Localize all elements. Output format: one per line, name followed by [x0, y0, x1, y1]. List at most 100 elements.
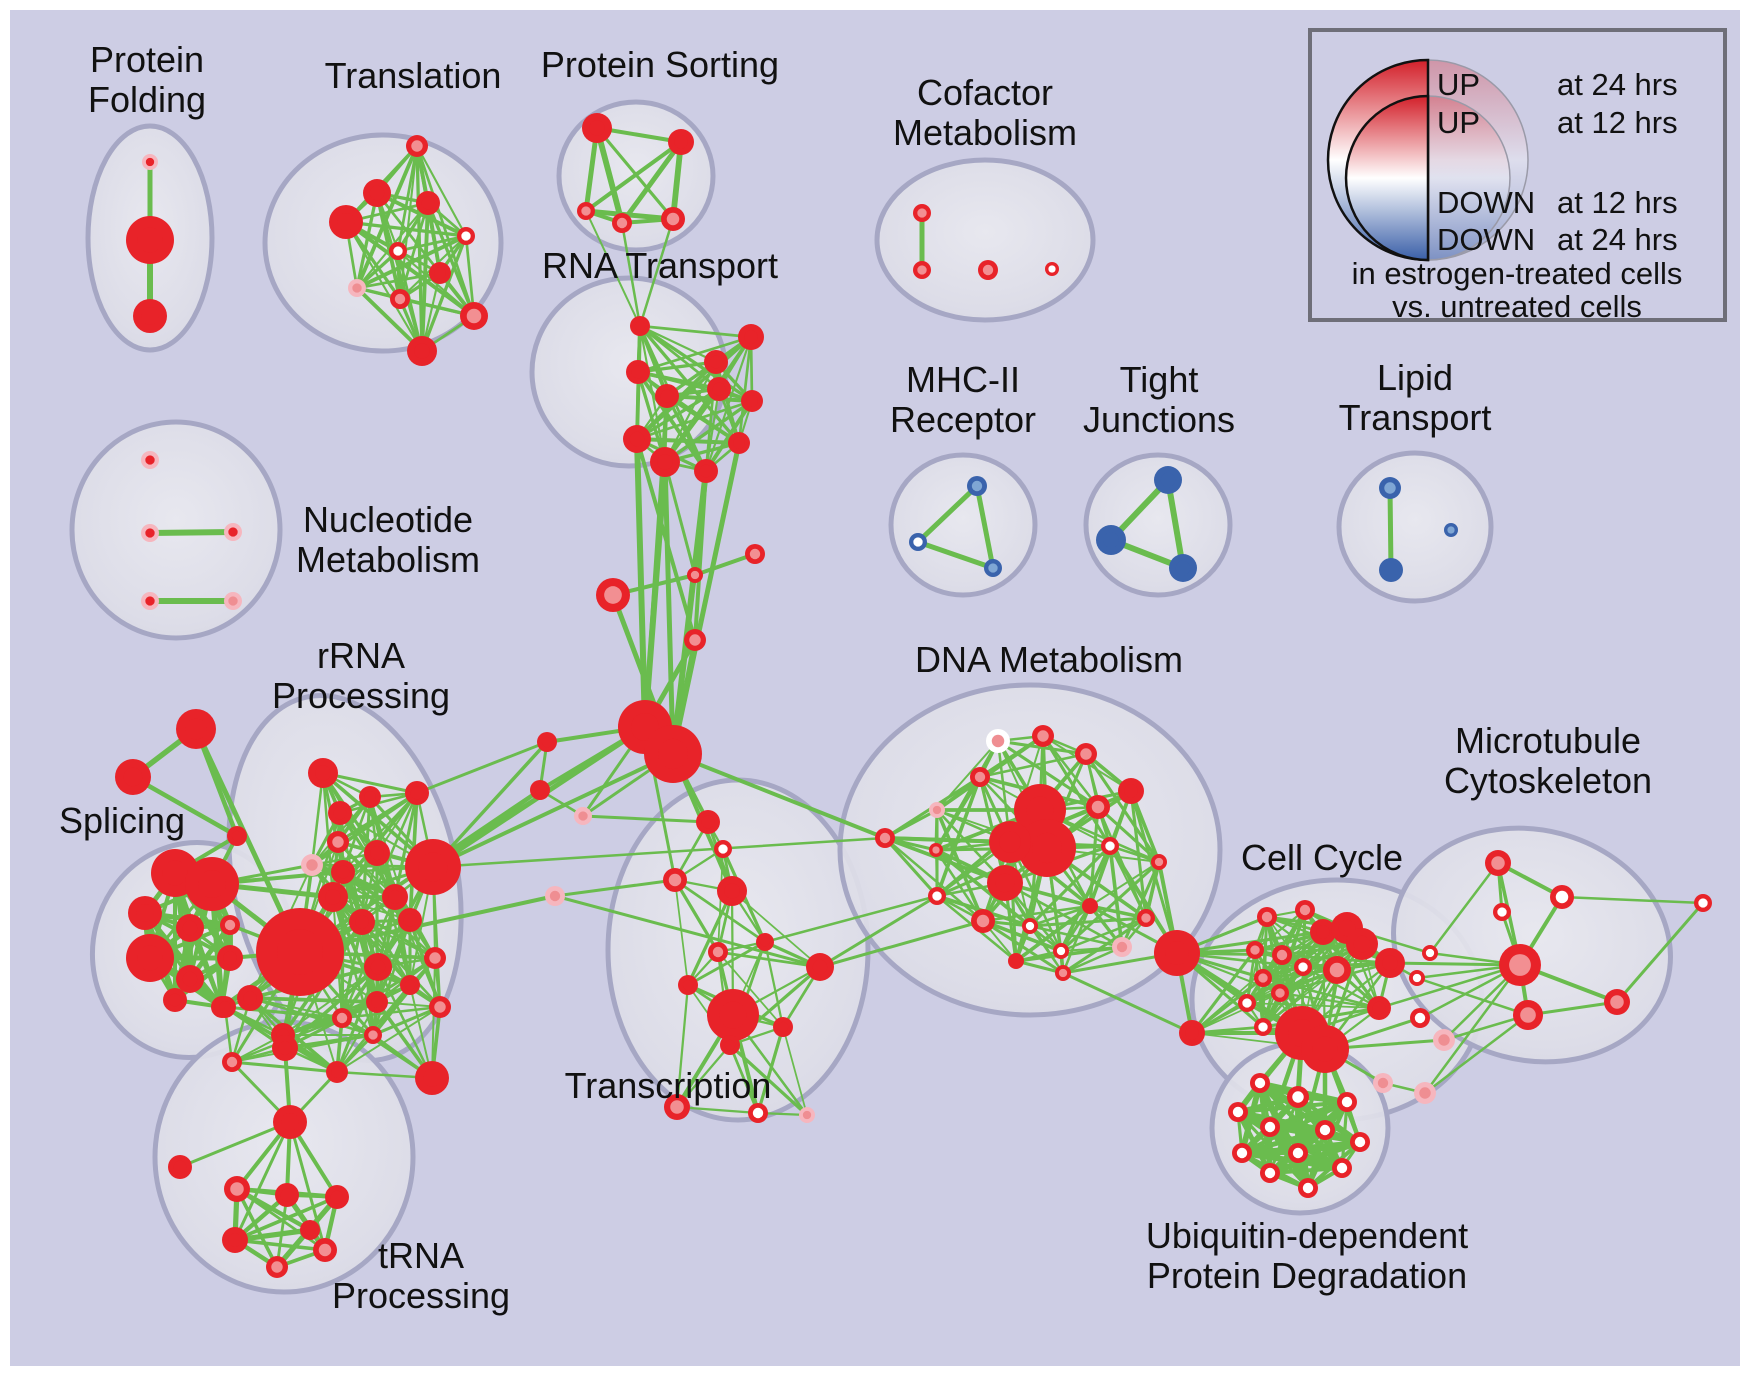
network-node — [745, 544, 765, 564]
network-node — [275, 1183, 299, 1207]
network-edge — [978, 752, 1088, 779]
network-edge — [1084, 752, 1161, 864]
cluster-label-microtubule-cytoskeleton: Cytoskeleton — [1444, 760, 1652, 801]
network-edge — [1014, 945, 1124, 963]
network-edge — [431, 836, 887, 869]
network-edge — [1061, 916, 1148, 975]
network-edge — [638, 324, 718, 364]
network-node — [329, 205, 363, 239]
network-edge — [671, 573, 697, 756]
network-edge — [130, 774, 240, 839]
network-node — [717, 876, 747, 906]
network-edge — [1041, 734, 1112, 848]
network-node — [1375, 948, 1405, 978]
network-node — [163, 988, 187, 1012]
network-node — [214, 996, 236, 1018]
network-edge — [818, 919, 985, 969]
network-edge — [686, 889, 734, 987]
network-edge — [1144, 860, 1161, 920]
network-edge — [636, 335, 753, 374]
cluster-label-trna-processing: tRNA — [378, 1235, 464, 1276]
network-edge — [231, 1034, 374, 1063]
network-edge — [728, 1043, 760, 1115]
network-edge — [883, 836, 1007, 885]
network-node — [661, 207, 685, 231]
network-edge — [355, 144, 419, 290]
network-node — [331, 860, 355, 884]
network-edge — [1014, 959, 1065, 975]
cluster-label-cofactor-metabolism: Metabolism — [893, 112, 1077, 153]
network-edge — [981, 919, 1063, 953]
network-node — [1350, 1132, 1370, 1152]
network-edge — [620, 221, 642, 328]
network-edge — [638, 324, 753, 339]
network-edge — [935, 775, 982, 898]
cluster-label-rna-transport: RNA Transport — [542, 245, 778, 286]
network-node — [696, 810, 720, 834]
network-node — [300, 1220, 320, 1240]
network-node — [1323, 956, 1351, 984]
network-node — [1254, 969, 1272, 987]
network-edge — [663, 387, 721, 464]
network-edge — [1261, 976, 1381, 1010]
network-node — [967, 476, 987, 496]
cluster-label-nucleotide-metabolism: Metabolism — [296, 539, 480, 580]
network-node — [142, 154, 158, 170]
network-edge — [818, 894, 939, 969]
network-edge — [763, 940, 785, 1029]
network-node — [349, 909, 375, 935]
network-node — [1260, 1117, 1280, 1137]
network-edge — [1377, 963, 1522, 1010]
legend-caption: in estrogen-treated cells — [1352, 256, 1683, 291]
network-node — [222, 1227, 248, 1253]
network-node — [266, 1256, 288, 1278]
network-edge — [671, 752, 887, 840]
network-node — [168, 1155, 192, 1179]
network-edge — [1423, 1013, 1530, 1095]
network-edge — [1246, 966, 1304, 1004]
network-node — [989, 821, 1031, 863]
network-edge — [1059, 844, 1112, 953]
network-edge — [663, 360, 718, 464]
network-node — [773, 1017, 793, 1037]
network-node — [806, 953, 834, 981]
network-node — [582, 113, 612, 143]
network-edge — [619, 139, 684, 226]
network-edge — [686, 940, 767, 987]
network-edge — [415, 144, 468, 238]
network-edge — [635, 387, 721, 441]
network-edge — [915, 483, 980, 545]
network-node — [545, 886, 565, 906]
network-node — [389, 242, 407, 260]
network-edge — [371, 1005, 442, 1037]
network-node — [1137, 909, 1155, 927]
network-node — [1433, 1029, 1455, 1051]
cluster-label-tight-junctions: Tight — [1120, 359, 1199, 400]
network-node — [707, 377, 731, 401]
network-edge — [883, 836, 939, 898]
cluster-label-protein-sorting: Protein Sorting — [541, 44, 779, 85]
network-edge — [782, 1026, 808, 1116]
network-edge — [1302, 966, 1380, 1009]
network-edge — [1061, 971, 1194, 1035]
network-node — [1169, 554, 1197, 582]
network-edge — [763, 894, 939, 944]
network-edge — [331, 895, 412, 987]
network-node — [668, 129, 694, 155]
network-node — [406, 135, 428, 157]
cluster-label-protein-folding: Folding — [88, 79, 206, 120]
network-edge — [716, 950, 822, 969]
network-node — [1232, 1143, 1252, 1163]
network-edge — [1028, 904, 1092, 928]
network-node — [220, 915, 240, 935]
network-node — [390, 289, 410, 309]
network-node — [1179, 1020, 1205, 1046]
network-node — [1513, 1000, 1543, 1030]
network-edge — [1088, 904, 1148, 920]
network-node — [913, 261, 931, 279]
network-node — [405, 839, 461, 895]
network-node — [1373, 1073, 1393, 1093]
cluster-label-mhc-ii-receptor: MHC-II — [906, 359, 1020, 400]
network-node — [694, 459, 718, 483]
network-node — [978, 260, 998, 280]
